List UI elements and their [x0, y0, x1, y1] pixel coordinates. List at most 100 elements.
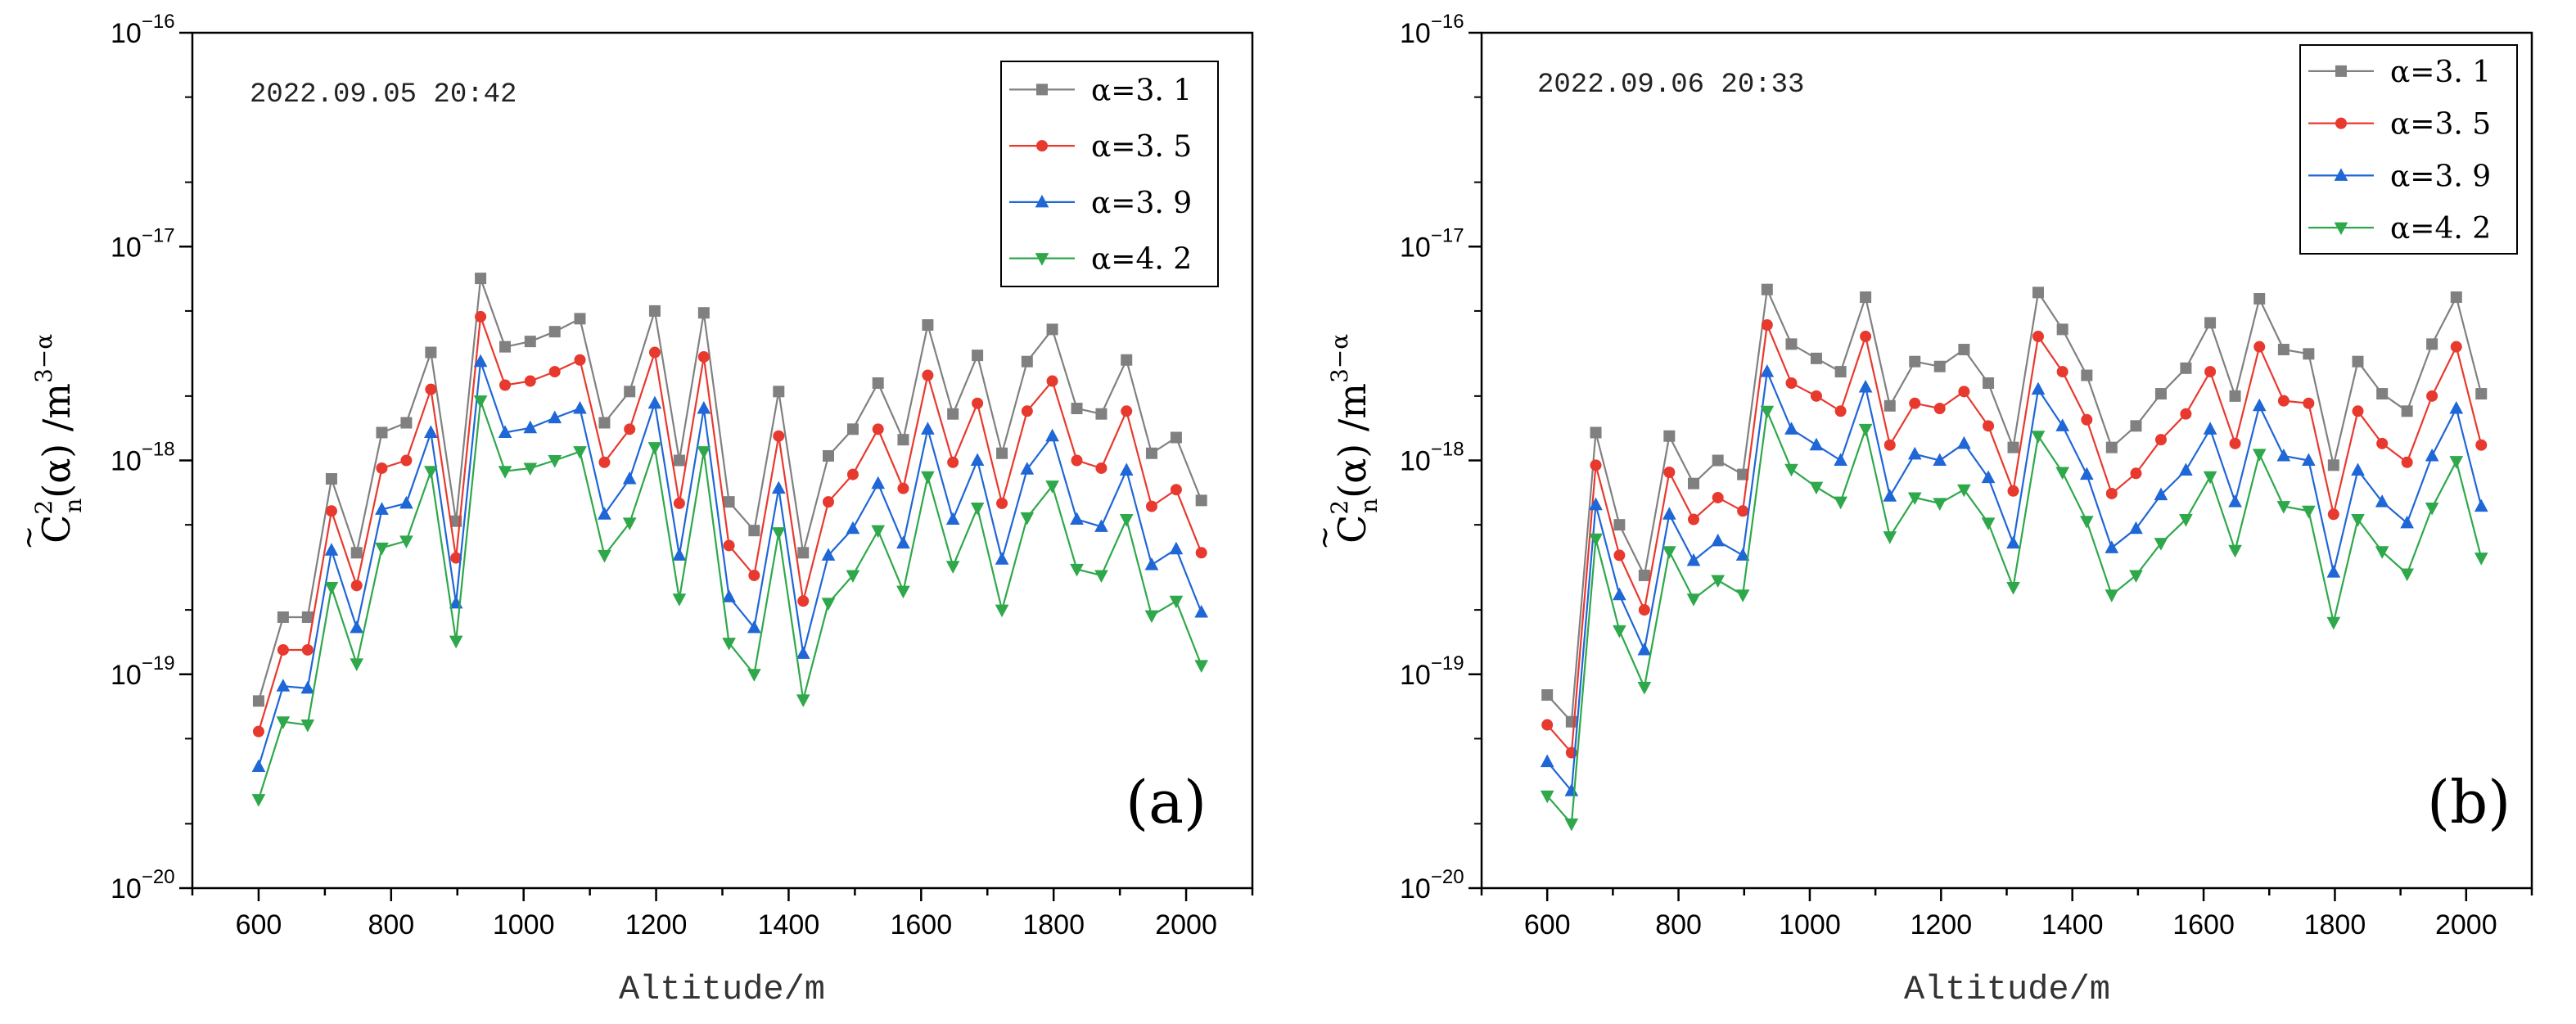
x-tick-label: 1000	[1779, 909, 1841, 941]
data-point-30	[2277, 344, 2290, 356]
data-point-3	[1613, 587, 1626, 601]
data-point-20	[2031, 431, 2046, 444]
data-point-22	[2081, 369, 2093, 381]
data-point-10	[1784, 422, 1798, 435]
axis-ticks: 600 800 1000 1200 1400 1600 1800 2000 10−20 10−19…	[1400, 11, 2533, 941]
series-1	[252, 310, 1207, 738]
data-point-37	[1170, 484, 1182, 496]
data-point-12	[1834, 453, 1847, 466]
data-point-15	[1909, 355, 1921, 368]
data-point-33	[2352, 355, 2364, 368]
data-point-30	[996, 497, 1008, 509]
data-point-4	[1637, 642, 1652, 656]
data-point-5	[375, 502, 389, 515]
legend-label: α=3. 5	[1091, 130, 1192, 164]
x-tick-label: 1600	[2172, 909, 2235, 941]
data-point-11	[524, 375, 536, 387]
legend-entry: α=4. 2	[2308, 212, 2491, 246]
svg-text:~C2n(α) /m3−α: ~C2 n(α) /m3−α	[1308, 334, 1383, 550]
data-point-27	[2204, 317, 2217, 329]
data-point-37	[1169, 541, 1184, 555]
data-point-6	[400, 417, 413, 429]
data-point-17	[1958, 344, 1970, 356]
data-point-36	[2426, 390, 2438, 402]
data-point-23	[823, 449, 834, 462]
data-point-22	[2079, 467, 2094, 480]
data-point-5	[1663, 467, 1676, 479]
data-point-19	[723, 496, 735, 508]
data-point-23	[2105, 441, 2118, 453]
data-point-3	[1613, 519, 1626, 531]
data-point-28	[2229, 437, 2241, 449]
y-axis-label: ~C2 n(α) /m3−α	[12, 334, 87, 550]
y-tick-label: 10−19	[111, 652, 175, 691]
data-point-13	[573, 446, 587, 459]
data-point-14	[1884, 399, 1896, 412]
data-point-11	[1810, 390, 1822, 402]
data-point-4	[350, 547, 363, 559]
timestamp: 2022.09.05 20:42	[250, 79, 517, 111]
series-group	[251, 273, 1209, 807]
data-point-8	[1735, 589, 1750, 602]
y-tick-label: 10−16	[111, 11, 175, 49]
data-point-30	[995, 552, 1009, 565]
data-point-34	[1095, 462, 1108, 474]
data-point-23	[823, 496, 834, 508]
data-point-31	[1020, 462, 1035, 475]
data-point-3	[1613, 625, 1626, 638]
legend-entry: α=3. 5	[1009, 130, 1192, 164]
data-point-26	[2179, 514, 2193, 527]
data-point-28	[945, 561, 960, 574]
data-point-17	[1958, 386, 1970, 398]
data-point-35	[1121, 354, 1133, 366]
data-point-36	[2425, 448, 2439, 462]
data-point-19	[2006, 535, 2020, 549]
data-point-0	[251, 794, 266, 807]
data-point-30	[2277, 395, 2290, 407]
data-point-21	[773, 430, 785, 442]
data-point-20	[2031, 381, 2046, 395]
data-point-1	[1564, 818, 1579, 832]
data-point-2	[300, 720, 315, 733]
series-1	[1541, 319, 2488, 759]
data-point-9	[473, 354, 488, 368]
data-point-14	[1883, 531, 1897, 544]
ylabel-tilde: ~	[12, 526, 46, 550]
data-point-29	[2252, 449, 2267, 462]
data-point-37	[2449, 400, 2464, 414]
data-point-18	[1983, 420, 1995, 432]
data-point-36	[2425, 502, 2439, 516]
data-point-17	[673, 497, 685, 509]
x-tick-label: 1800	[2304, 909, 2366, 941]
data-point-14	[1884, 439, 1896, 451]
data-point-5	[376, 426, 388, 439]
y-tick-label: 10−18	[1400, 439, 1464, 477]
data-point-4	[350, 620, 364, 634]
data-point-4	[350, 580, 363, 592]
data-point-25	[871, 525, 886, 539]
data-point-1	[276, 679, 291, 692]
data-point-3	[325, 473, 337, 485]
data-point-25	[2154, 487, 2168, 501]
series-3	[1540, 405, 2488, 832]
data-point-11	[1810, 352, 1822, 364]
legend-box	[1000, 61, 1219, 287]
data-point-26	[2180, 408, 2192, 420]
data-point-36	[2426, 338, 2438, 350]
legend-entry: α=3. 1	[2308, 56, 2491, 89]
data-point-24	[846, 468, 859, 480]
data-point-31	[1021, 355, 1033, 368]
ylabel-base: C	[34, 515, 79, 544]
data-point-19	[2007, 485, 2019, 497]
data-point-13	[574, 313, 586, 325]
data-point-17	[1957, 435, 1971, 449]
data-point-legend-3	[2334, 222, 2348, 236]
legend-box	[2299, 44, 2518, 255]
x-tick-label: 600	[1524, 909, 1571, 941]
ylabel-unit-sup: 3−α	[30, 334, 57, 383]
data-point-26	[896, 535, 910, 549]
data-point-34	[1095, 408, 1108, 420]
x-axis-label: Altitude/m	[619, 970, 825, 1009]
data-point-0	[252, 725, 264, 738]
data-point-35	[2401, 405, 2413, 417]
